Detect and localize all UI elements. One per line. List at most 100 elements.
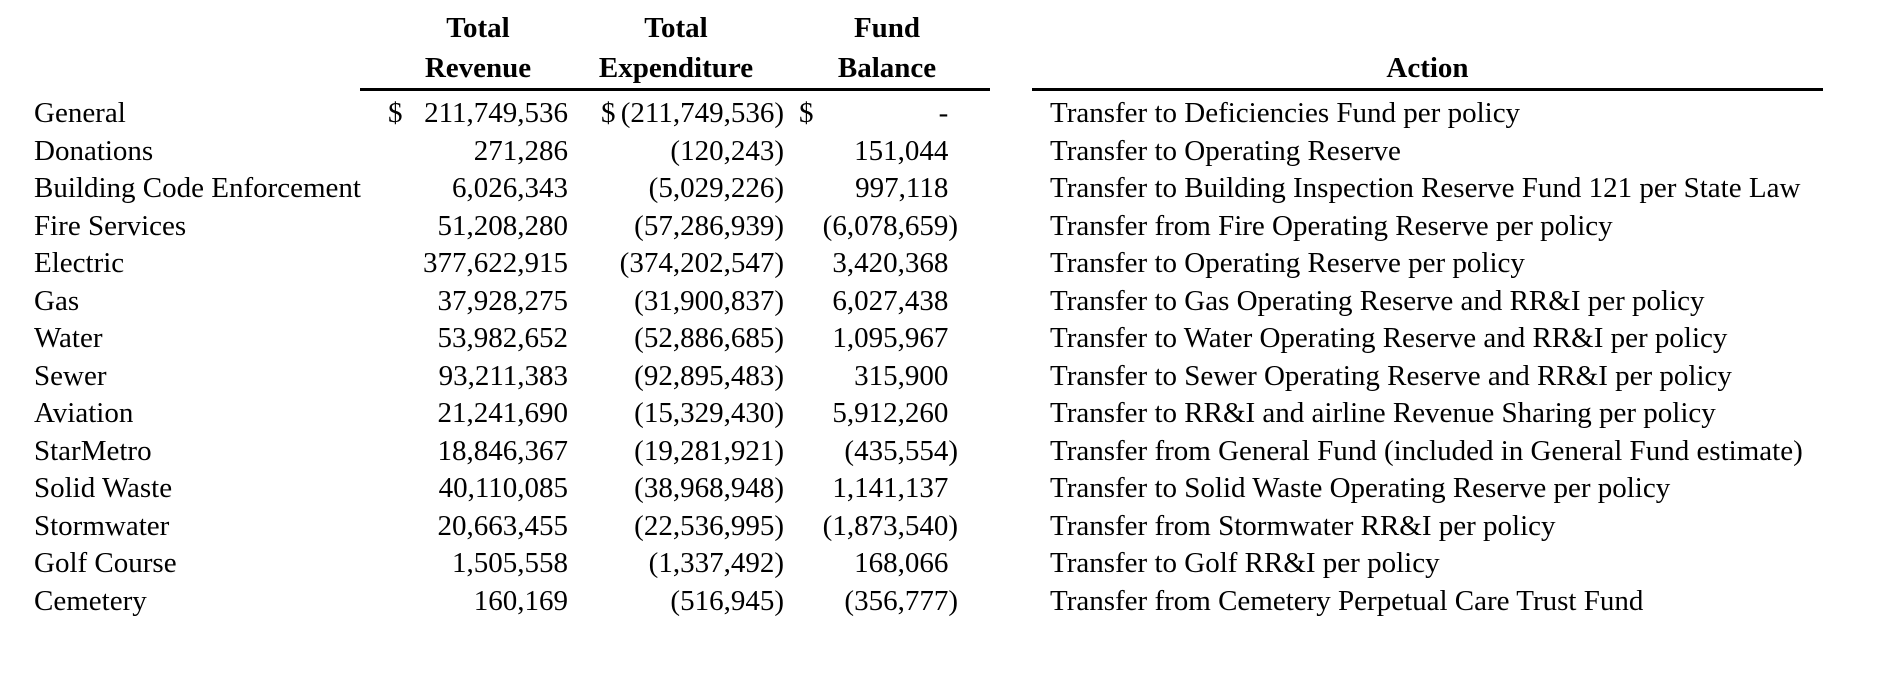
total-revenue-cell: 1,505,558 <box>360 547 568 580</box>
total-expenditure-cell: (52,886,685) <box>568 322 784 355</box>
total-revenue-cell: 93,211,383 <box>360 360 568 393</box>
header-gap-cell <box>990 8 1032 91</box>
total-expenditure-cell: (31,900,837) <box>568 285 784 318</box>
amount-value: (1,337,492) <box>648 547 784 580</box>
total-expenditure-cell: $ (211,749,536) <box>568 97 784 130</box>
table-row: General$211,749,536$(211,749,536)$-)Tran… <box>0 95 1891 133</box>
amount-value: (31,900,837) <box>634 284 784 317</box>
action-cell: Transfer to Gas Operating Reserve and RR… <box>1050 284 1705 317</box>
fund-name-cell: Sewer <box>34 359 107 392</box>
fund-balance-cell: $ -) <box>784 97 990 130</box>
action-cell: Transfer from Stormwater RR&I per policy <box>1050 509 1556 542</box>
total-revenue-cell: 6,026,343 <box>360 172 568 205</box>
amount-value: (52,886,685) <box>634 322 784 355</box>
amount-value: 5,912,260) <box>832 397 949 430</box>
fund-balance-cell: 1,095,967) <box>784 322 990 355</box>
table-row: Gas 37,928,275 (31,900,837) 6,027,438) Trans… <box>0 283 1891 321</box>
fund-balance-cell: (1,873,540) <box>784 510 990 543</box>
total-revenue-cell: 160,169 <box>360 585 568 618</box>
amount-value: 53,982,652 <box>437 322 569 355</box>
action-header-cell: Action <box>1032 8 1823 91</box>
fund-balance-cell: 168,066) <box>784 547 990 580</box>
action-cell: Transfer to Operating Reserve <box>1050 134 1401 167</box>
amount-value: (57,286,939) <box>634 209 784 242</box>
table-row: Solid Waste 40,110,085 (38,968,948) 1,141,1… <box>0 470 1891 508</box>
amount-value: 271,286 <box>473 134 568 167</box>
table-row: Building Code Enforcement 6,026,343 (5,029… <box>0 170 1891 208</box>
action-cell: Transfer to Solid Waste Operating Reserv… <box>1050 472 1671 505</box>
amount-value: 18,846,367 <box>437 434 569 467</box>
fund-name-cell: Aviation <box>34 397 134 430</box>
amount-value: (1,873,540) <box>822 509 958 542</box>
table-body: General$211,749,536$(211,749,536)$-)Tran… <box>0 95 1891 620</box>
table-row: Golf Course 1,505,558 (1,337,492) 168,066) T… <box>0 545 1891 583</box>
table-row: Sewer 93,211,383 (92,895,483) 315,900) Trans… <box>0 358 1891 396</box>
amount-value: 20,663,455 <box>437 509 569 542</box>
action-header-label: Action <box>1386 52 1469 84</box>
table-row: Donations 271,286 (120,243) 151,044) Transfe… <box>0 133 1891 171</box>
fund-name-cell: Solid Waste <box>34 472 173 505</box>
action-cell: Transfer to RR&I and airline Revenue Sha… <box>1050 397 1716 430</box>
amount-value: 151,044) <box>854 134 949 167</box>
amount-value: 1,505,558 <box>452 547 568 580</box>
amount-value: 160,169 <box>473 584 568 617</box>
amount-value: 168,066) <box>854 547 949 580</box>
total-expenditure-cell: (1,337,492) <box>568 547 784 580</box>
amount-value: -) <box>938 97 949 130</box>
total-revenue-header-line2: Revenue <box>424 52 532 84</box>
table-row: Cemetery 160,169 (516,945) (356,777) Transfe… <box>0 583 1891 621</box>
fund-name-cell: Water <box>34 322 103 355</box>
table-header: Total Revenue Total Expenditure Fund Bal… <box>0 8 1891 91</box>
action-cell: Transfer to Building Inspection Reserve … <box>1050 172 1801 205</box>
fund-balance-header-cell: Fund Balance <box>784 8 990 91</box>
action-cell: Transfer to Operating Reserve per policy <box>1050 247 1525 280</box>
amount-value: (92,895,483) <box>634 359 784 392</box>
action-cell: Transfer to Water Operating Reserve and … <box>1050 322 1728 355</box>
action-cell: Transfer to Sewer Operating Reserve and … <box>1050 359 1732 392</box>
total-revenue-header-cell: Total Revenue <box>360 8 568 91</box>
amount-value: (5,029,226) <box>648 172 784 205</box>
fund-balance-cell: (6,078,659) <box>784 210 990 243</box>
amount-value: 6,026,343 <box>452 172 568 205</box>
amount-value: 3,420,368) <box>832 247 949 280</box>
amount-value: (211,749,536) <box>620 97 784 130</box>
total-expenditure-header-line1: Total <box>644 12 708 44</box>
table-row: Stormwater 20,663,455 (22,536,995) (1,873,5… <box>0 508 1891 546</box>
fund-name-cell: StarMetro <box>34 434 152 467</box>
total-expenditure-cell: (38,968,948) <box>568 472 784 505</box>
amount-value: 211,749,536 <box>424 97 568 130</box>
total-revenue-cell: $211,749,536 <box>360 97 568 130</box>
fund-balance-cell: 997,118) <box>784 172 990 205</box>
table-row: Electric 377,622,915 (374,202,547) 3,420,36… <box>0 245 1891 283</box>
total-revenue-cell: 51,208,280 <box>360 209 569 243</box>
fund-balance-cell: 6,027,438) <box>784 285 990 318</box>
fund-balance-cell: (435,554) <box>784 435 990 468</box>
amount-value: 51,208,280 <box>437 209 569 242</box>
total-expenditure-cell: (92,895,483) <box>568 360 784 393</box>
amount-value: (15,329,430) <box>634 397 784 430</box>
total-revenue-cell: 53,982,652 <box>360 322 569 355</box>
amount-value: 93,211,383 <box>438 359 568 392</box>
action-cell: Transfer to Golf RR&I per policy <box>1050 547 1440 580</box>
fund-name-cell: Electric <box>34 247 125 280</box>
total-revenue-header-line1: Total <box>446 12 510 44</box>
amount-value: (516,945) <box>670 584 784 617</box>
total-expenditure-cell: (15,329,430) <box>568 397 784 430</box>
fund-balance-cell: 3,420,368) <box>784 247 990 280</box>
fund-name-cell: Donations <box>34 134 154 167</box>
fund-name-cell: Building Code Enforcement <box>34 172 361 205</box>
fund-name-cell: Cemetery <box>34 584 147 617</box>
amount-value: 1,141,137) <box>832 472 949 505</box>
amount-value: 37,928,275 <box>437 284 569 317</box>
table-row: Water 53,982,652 (52,886,685) 1,095,967) Tra… <box>0 320 1891 358</box>
total-expenditure-cell: (120,243) <box>568 135 784 168</box>
table-row: Fire Services 51,208,280 (57,286,939) (6,07… <box>0 208 1891 246</box>
amount-value: (22,536,995) <box>634 509 784 542</box>
amount-value: (356,777) <box>844 584 958 617</box>
fund-balance-cell: 5,912,260) <box>784 397 990 430</box>
amount-value: 315,900) <box>854 359 949 392</box>
amount-value: (120,243) <box>670 134 784 167</box>
amount-value: (374,202,547) <box>619 247 784 280</box>
action-cell: Transfer from Fire Operating Reserve per… <box>1050 209 1613 242</box>
total-revenue-cell: 18,846,367 <box>360 434 569 468</box>
